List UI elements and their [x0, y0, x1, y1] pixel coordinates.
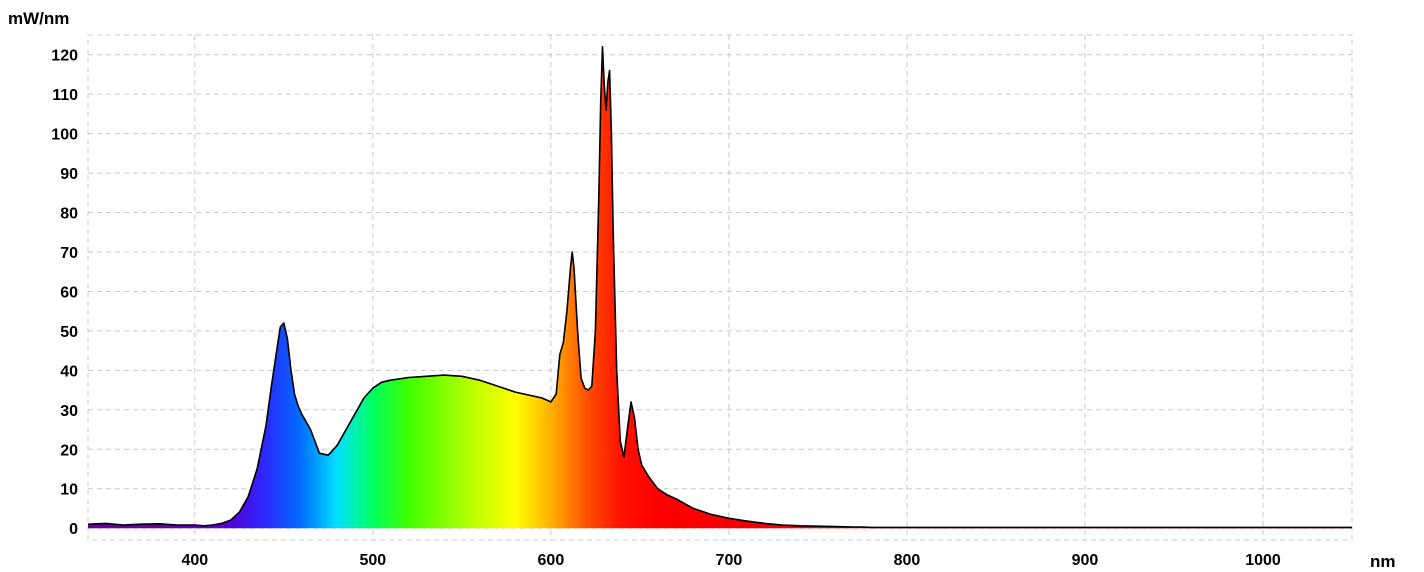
x-tick-label: 400 [181, 552, 208, 569]
y-tick-label: 40 [60, 363, 78, 380]
y-tick-label: 30 [60, 403, 78, 420]
x-tick-label: 1000 [1245, 552, 1281, 569]
x-tick-label: 800 [894, 552, 921, 569]
plot-frame [87, 34, 1353, 541]
y-tick-label: 60 [60, 284, 78, 301]
y-tick-label: 0 [69, 521, 78, 538]
spectrum-line [87, 46, 1352, 529]
tick-labels: 0 10 20 30 40 50 60 70 80 90 100 110 120 400 500 600 700… [51, 48, 1281, 569]
y-tick-label: 120 [51, 48, 78, 65]
spectrum-area [87, 46, 1352, 529]
spectrum-fill [88, 46, 1352, 529]
x-tick-label: 700 [716, 552, 743, 569]
x-tick-label: 600 [538, 552, 565, 569]
y-tick-label: 80 [60, 206, 78, 223]
plot-border [87, 34, 1353, 541]
y-tick-label: 50 [60, 324, 78, 341]
y-tick-label: 110 [52, 87, 78, 104]
x-axis-label: nm [1370, 552, 1396, 571]
y-axis-label: mW/nm [8, 9, 69, 28]
x-tick-label: 900 [1072, 552, 1099, 569]
y-tick-label: 90 [60, 166, 78, 183]
x-tick-label: 500 [359, 552, 386, 569]
y-tick-label: 10 [60, 482, 78, 499]
y-tick-label: 100 [51, 127, 78, 144]
y-tick-label: 20 [60, 442, 78, 459]
y-tick-label: 70 [60, 245, 78, 262]
